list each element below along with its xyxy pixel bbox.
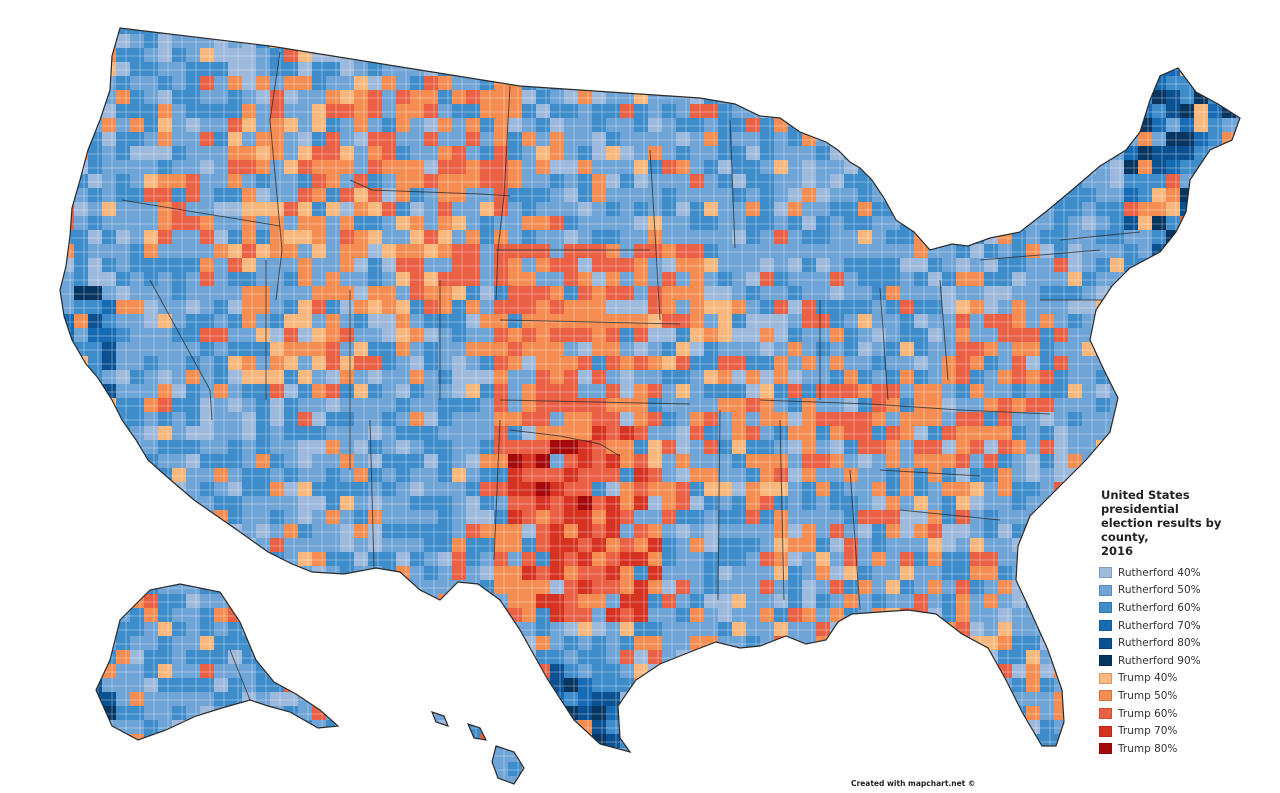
legend-item: Trump 40%	[1099, 670, 1269, 688]
legend-swatch	[1099, 584, 1112, 596]
legend-swatch	[1099, 637, 1112, 649]
legend-swatch	[1099, 567, 1112, 579]
legend-item: Rutherford 90%	[1099, 652, 1269, 670]
legend-swatch	[1099, 655, 1112, 667]
legend-label: Rutherford 50%	[1118, 584, 1201, 597]
legend-label: Rutherford 80%	[1118, 637, 1201, 650]
legend-label: Rutherford 70%	[1118, 619, 1201, 632]
legend-item: Rutherford 40%	[1099, 564, 1269, 582]
legend-title: United States presidential election resu…	[1101, 488, 1269, 558]
legend-swatch	[1099, 672, 1112, 684]
legend-item: Trump 60%	[1099, 705, 1269, 723]
legend-swatch	[1099, 690, 1112, 702]
legend-label: Rutherford 60%	[1118, 601, 1201, 614]
legend-item: Rutherford 60%	[1099, 599, 1269, 617]
legend-title-line-1: United States presidential	[1101, 488, 1190, 516]
legend-swatch	[1099, 708, 1112, 720]
map-legend: United States presidential election resu…	[1099, 488, 1269, 758]
legend-label: Trump 40%	[1118, 672, 1178, 685]
legend-item: Rutherford 50%	[1099, 582, 1269, 600]
legend-item: Rutherford 80%	[1099, 634, 1269, 652]
legend-item: Trump 80%	[1099, 740, 1269, 758]
legend-label: Trump 80%	[1118, 742, 1178, 755]
legend-swatch	[1099, 743, 1112, 755]
legend-title-line-3: 2016	[1101, 544, 1134, 558]
legend-title-line-2: election results by county,	[1101, 516, 1222, 544]
legend-item: Trump 50%	[1099, 687, 1269, 705]
legend-swatch	[1099, 602, 1112, 614]
legend-swatch	[1099, 725, 1112, 737]
legend-label: Rutherford 40%	[1118, 566, 1201, 579]
legend-label: Trump 70%	[1118, 725, 1178, 738]
legend-label: Rutherford 90%	[1118, 654, 1201, 667]
mapchart-credit: Created with mapchart.net ©	[851, 779, 976, 788]
legend-swatch	[1099, 620, 1112, 632]
legend-item: Rutherford 70%	[1099, 617, 1269, 635]
legend-label: Trump 60%	[1118, 707, 1178, 720]
legend-label: Trump 50%	[1118, 689, 1178, 702]
legend-items: Rutherford 40% Rutherford 50% Rutherford 6…	[1099, 564, 1269, 758]
legend-item: Trump 70%	[1099, 722, 1269, 740]
